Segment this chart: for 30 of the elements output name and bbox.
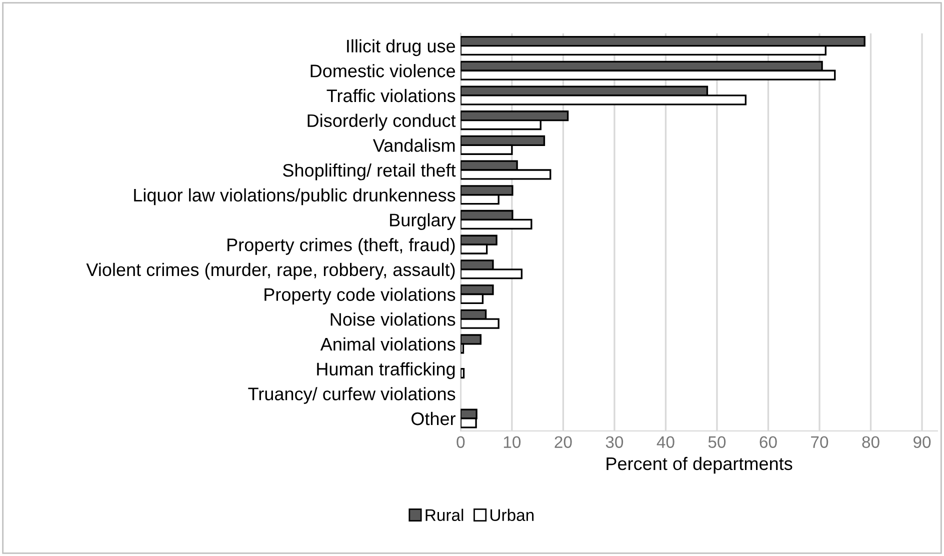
legend-label: Rural bbox=[426, 508, 464, 522]
x-tick-label: 40 bbox=[656, 436, 674, 448]
x-tick-label: 50 bbox=[708, 436, 726, 448]
y-tick-label: Disorderly conduct bbox=[308, 114, 456, 131]
y-tick-label: Shoplifting/ retail theft bbox=[283, 163, 456, 180]
x-tick-label: 90 bbox=[914, 436, 931, 448]
x-tick-label: 80 bbox=[862, 436, 880, 448]
bar bbox=[460, 368, 465, 379]
x-tick-label: 70 bbox=[811, 436, 828, 448]
y-tick-label: Vandalism bbox=[372, 138, 455, 152]
y-tick-label: Truancy/ curfew violations bbox=[248, 387, 456, 404]
x-tick-label: 30 bbox=[606, 436, 624, 448]
y-tick-label: Domestic violence bbox=[310, 64, 456, 78]
y-tick-label: Property code violations bbox=[264, 288, 456, 305]
y-tick-label: Noise violations bbox=[330, 312, 456, 326]
x-tick-label: 10 bbox=[504, 436, 521, 448]
y-tick-label: Liquor law violations/public drunkenness bbox=[134, 188, 456, 206]
x-tick-label: 20 bbox=[554, 436, 572, 448]
y-tick-label: Animal violations bbox=[320, 337, 456, 351]
x-tick-label: 0 bbox=[456, 436, 465, 448]
x-axis-title: Percent of departments bbox=[606, 456, 792, 474]
y-tick-label: Burglary bbox=[390, 213, 456, 230]
y-tick-label: Property crimes (theft, fraud) bbox=[228, 238, 455, 255]
x-tick-label: 60 bbox=[760, 436, 777, 448]
y-tick-label: Traffic violations bbox=[326, 88, 456, 102]
y-tick-label: Illicit drug use bbox=[347, 39, 456, 56]
legend-label: Urban bbox=[490, 508, 534, 522]
y-tick-label: Violent crimes (murder, rape, robbery, assault) bbox=[86, 262, 455, 280]
y-tick-label: Other bbox=[412, 412, 456, 426]
y-tick-label: Human trafficking bbox=[317, 362, 455, 380]
